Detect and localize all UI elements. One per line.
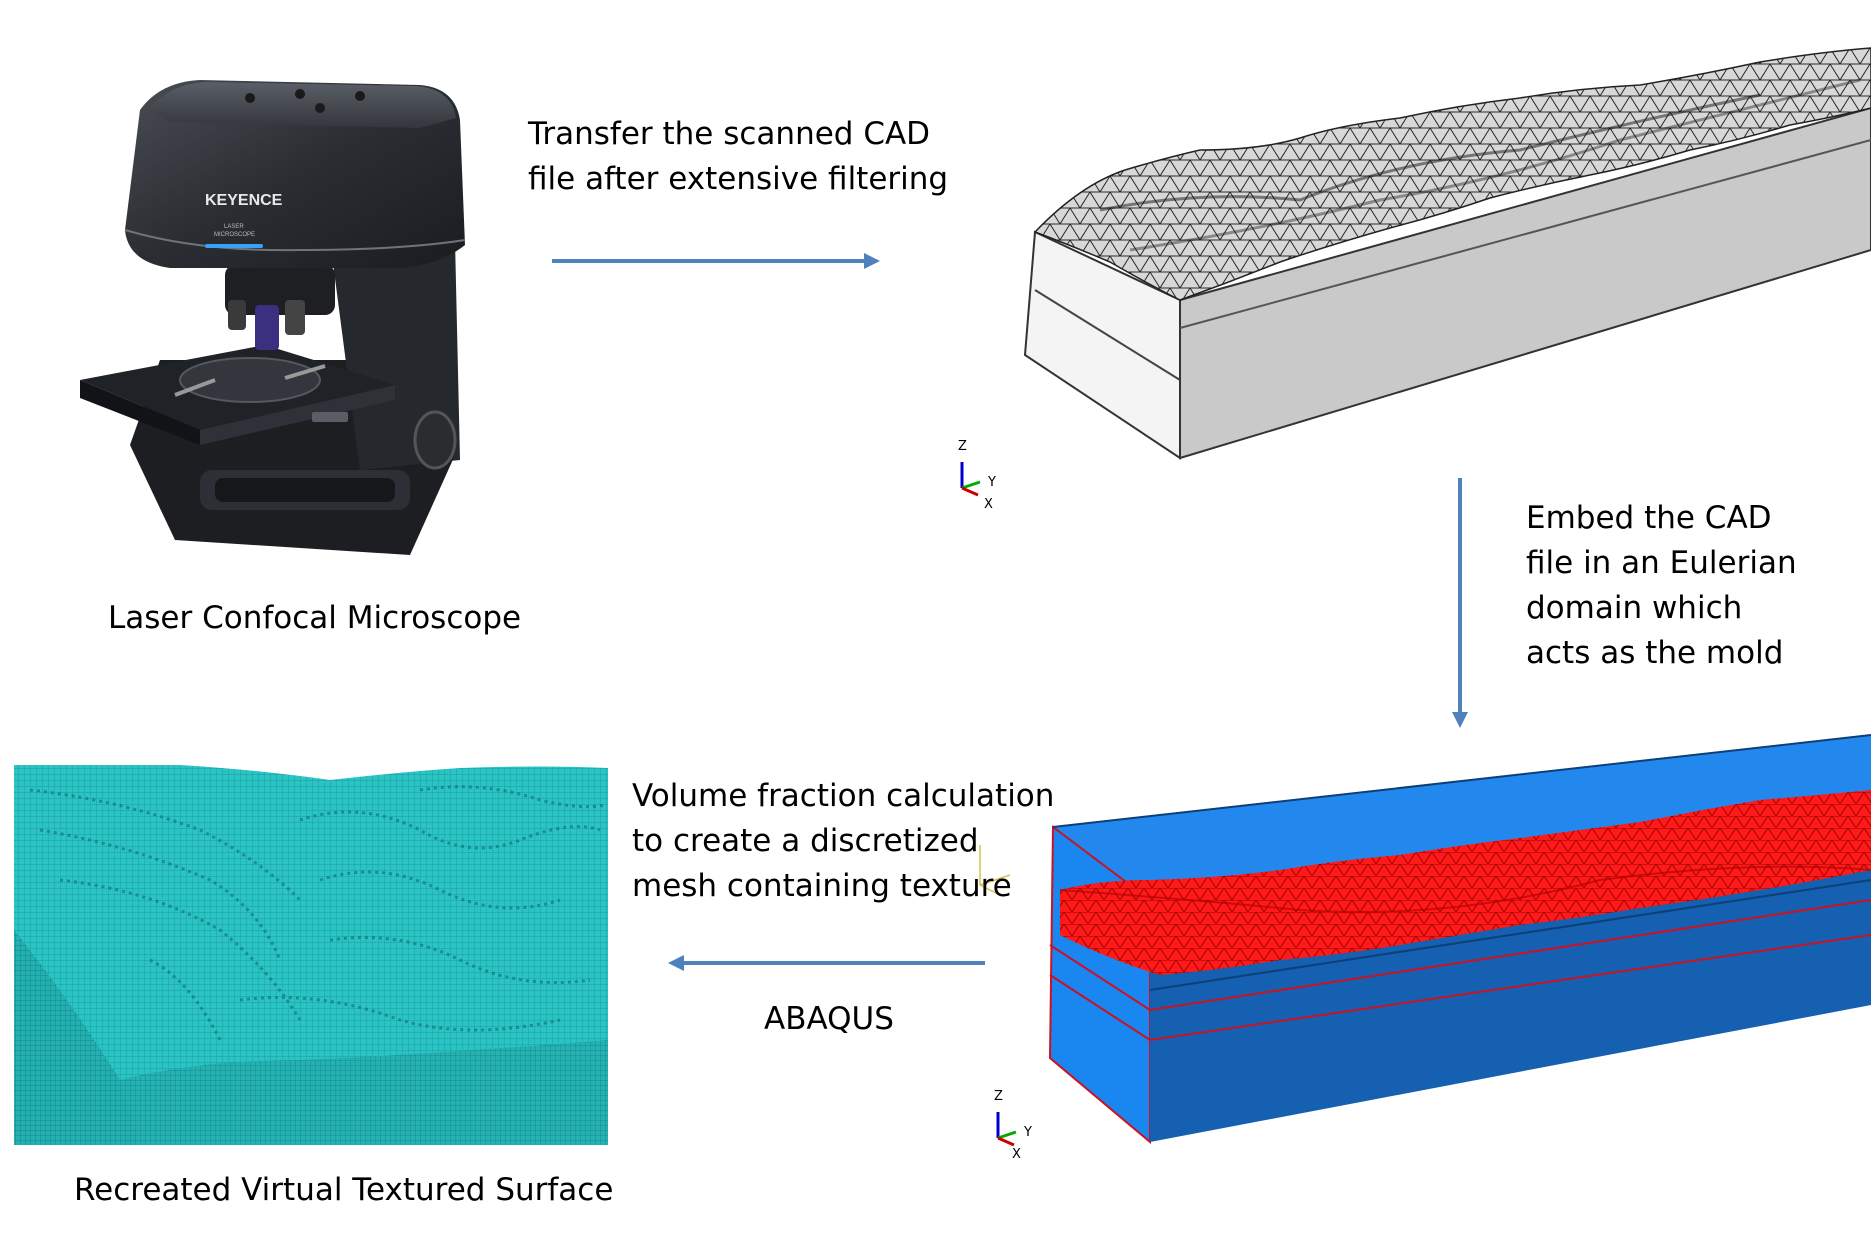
step3-text: Volume fraction calculation to create a … (632, 778, 1055, 904)
badge-line1: LASER (224, 224, 244, 230)
axis-triad-2: Z Y X (994, 1089, 1032, 1162)
triad-2-x: X (1012, 1147, 1021, 1162)
badge-line2: MICROSCOPE (214, 232, 255, 238)
status-light (205, 244, 263, 248)
microscope-illustration: KEYENCE LASER MICROSCOPE (80, 80, 466, 555)
cad-textured-surface (1033, 47, 1871, 301)
arrow-down (1452, 478, 1468, 728)
axis-triad-small (979, 845, 1011, 896)
brand-logo: KEYENCE (205, 192, 283, 209)
step2-text: Embed the CAD file in an Eulerian domain… (1526, 500, 1797, 671)
axis-triad-1: Z Y X (958, 439, 996, 512)
focus-knob (413, 410, 457, 470)
triad-2-z: Z (994, 1089, 1003, 1104)
arrow-right-1 (552, 253, 880, 269)
triad-1-z: Z (958, 439, 967, 454)
objective-lens (255, 305, 279, 350)
tool-label: ABAQUS (764, 1001, 894, 1037)
scanned-cad-block (1023, 47, 1871, 460)
microscope-caption: Laser Confocal Microscope (108, 600, 522, 636)
triad-1-x: X (984, 497, 993, 512)
triad-2-y: Y (1023, 1125, 1032, 1140)
step1-text: Transfer the scanned CAD file after exte… (528, 116, 949, 197)
euler-texture-mesh (1060, 790, 1871, 975)
triad-1-y: Y (987, 475, 996, 490)
arrow-left (668, 955, 985, 971)
recreated-surface (14, 765, 608, 1145)
result-caption: Recreated Virtual Textured Surface (74, 1172, 614, 1208)
cad-side-face (1179, 106, 1871, 460)
eulerian-domain (1048, 734, 1871, 1145)
euler-top-face (1053, 735, 1871, 900)
